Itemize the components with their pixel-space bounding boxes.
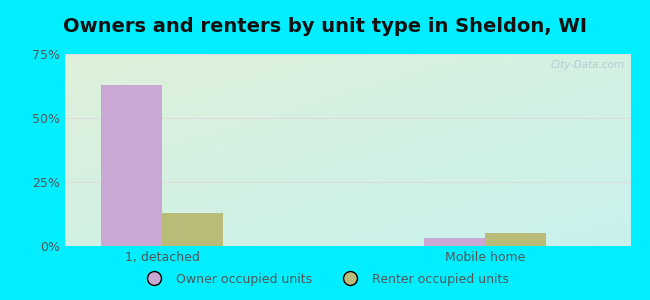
Bar	[485, 233, 547, 246]
Bar	[424, 238, 485, 246]
Legend: Owner occupied units, Renter occupied units: Owner occupied units, Renter occupied un…	[136, 268, 514, 291]
Bar	[101, 85, 162, 246]
Text: Owners and renters by unit type in Sheldon, WI: Owners and renters by unit type in Sheld…	[63, 17, 587, 37]
Text: City-Data.com: City-Data.com	[551, 60, 625, 70]
Bar	[162, 213, 224, 246]
